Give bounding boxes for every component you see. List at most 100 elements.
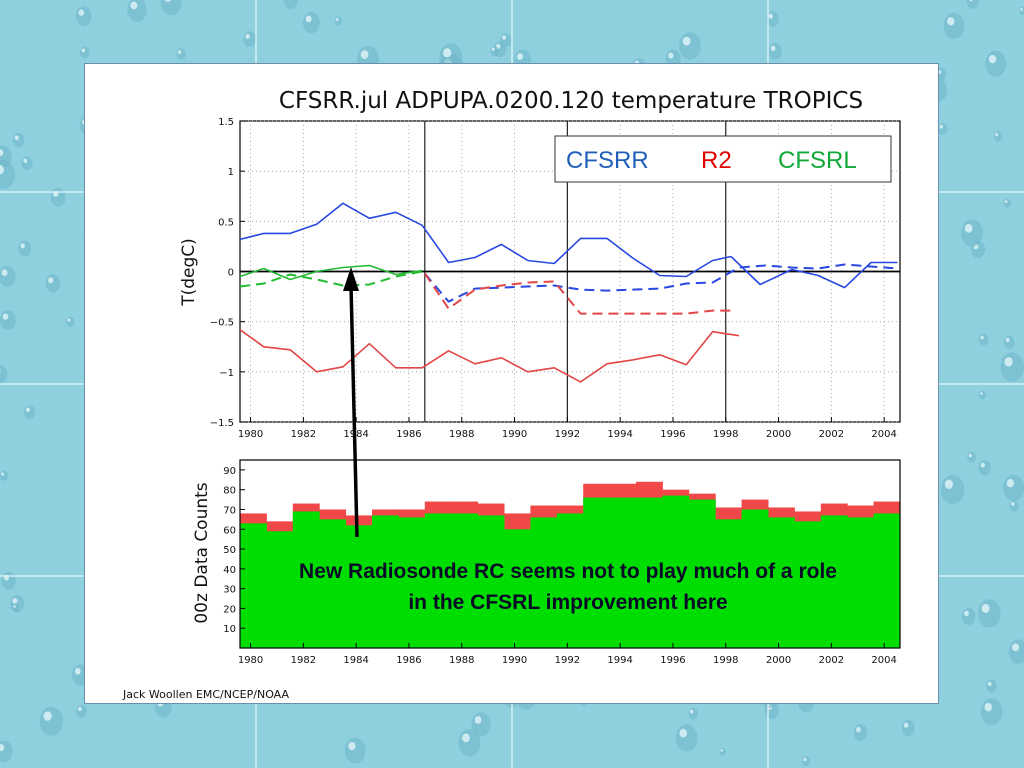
legend-box <box>554 135 892 183</box>
bar-green-2001 <box>794 521 822 648</box>
water-drop-highlight <box>245 33 250 39</box>
bar-green-1990 <box>504 529 531 648</box>
legend-entry-cfsrr: CFSRR <box>566 147 649 174</box>
water-drop-highlight <box>995 132 999 137</box>
y-tick-label: 80 <box>223 486 236 497</box>
temperature-chart: CFSRR.jul ADPUPA.0200.120 temperature TR… <box>179 88 901 440</box>
bar-green-1996 <box>662 495 690 648</box>
water-drop-highlight <box>1004 200 1008 204</box>
water-drop <box>160 0 182 16</box>
water-drop-highlight <box>1006 479 1015 488</box>
x-tick-label: 2000 <box>766 655 791 666</box>
bar-green-2000 <box>768 517 795 648</box>
y-tick-label: 10 <box>223 624 236 635</box>
bar-green-1995 <box>636 497 663 648</box>
water-drop-highlight <box>14 135 19 141</box>
water-drop-highlight <box>770 45 776 51</box>
y-axis-label: T(degC) <box>179 238 199 307</box>
water-drop-highlight <box>1020 8 1023 11</box>
x-tick-label: 1988 <box>449 655 474 666</box>
water-drop-highlight <box>74 667 81 675</box>
bar-green-2002 <box>820 515 848 648</box>
bar-green-1992 <box>556 513 584 648</box>
water-drop-highlight <box>689 709 694 714</box>
water-drop-highlight <box>78 9 85 16</box>
bar-green-1997 <box>688 499 716 648</box>
series-line-cfsrr-solid <box>730 255 898 289</box>
legend-entry-cfsrl: CFSRL <box>778 147 857 174</box>
water-drop-highlight <box>980 392 983 395</box>
bar-green-1981 <box>266 531 294 648</box>
water-drop-highlight <box>502 35 507 40</box>
water-drop-highlight <box>1011 502 1015 506</box>
y-tick-label: 60 <box>223 525 236 536</box>
bar-green-1982 <box>292 511 320 648</box>
water-drop-highlight <box>944 479 954 489</box>
water-drop-highlight <box>679 728 688 738</box>
y-tick-label: 50 <box>223 545 236 556</box>
x-tick-label: 2004 <box>871 655 896 666</box>
water-drop-highlight <box>720 749 723 752</box>
legend-entry-r2: R2 <box>701 147 732 174</box>
water-drop-highlight <box>903 722 909 728</box>
legend: CFSRR R2 CFSRL <box>554 135 892 183</box>
water-drop-highlight <box>0 164 4 175</box>
water-drop-highlight <box>1004 357 1013 367</box>
bar-green-1999 <box>741 509 769 648</box>
water-drop-highlight <box>1 472 4 476</box>
y-tick-label: 0 <box>228 268 234 279</box>
x-tick-label: 1980 <box>238 655 263 666</box>
water-drop-highlight <box>474 716 482 724</box>
water-drop-highlight <box>803 757 807 762</box>
water-drop-highlight <box>2 313 9 320</box>
bar-green-1983 <box>319 519 347 648</box>
water-drop-highlight <box>164 0 171 2</box>
x-tick-label: 1988 <box>449 429 474 440</box>
water-drop-highlight <box>12 597 18 604</box>
annotation-line-2: in the CFSRL improvement here <box>408 591 728 614</box>
water-drop <box>283 0 298 9</box>
water-drop-highlight <box>360 50 369 59</box>
annotation-arrow <box>343 267 359 538</box>
water-drop-highlight <box>462 733 470 743</box>
water-drop-highlight <box>20 243 25 249</box>
x-tick-label: 2002 <box>819 429 844 440</box>
x-tick-label: 1990 <box>502 655 527 666</box>
credit-text: Jack Woollen EMC/NCEP/NOAA <box>123 688 290 701</box>
water-drop-highlight <box>13 605 16 608</box>
water-drop-highlight <box>336 17 339 21</box>
water-drop <box>1019 6 1024 16</box>
x-tick-label: 1992 <box>555 655 580 666</box>
water-drop-highlight <box>516 53 523 60</box>
water-drop-highlight <box>981 603 990 613</box>
water-drop-highlight <box>178 50 182 54</box>
water-drop-highlight <box>348 741 356 751</box>
bar-green-1993 <box>583 497 611 648</box>
water-drop-highlight <box>969 0 973 2</box>
water-drop-highlight <box>856 726 861 733</box>
water-drop-highlight <box>25 407 30 413</box>
water-drop-highlight <box>987 681 992 686</box>
water-drop-highlight <box>0 744 5 752</box>
x-tick-label: 1986 <box>396 655 421 666</box>
x-tick-label: 1980 <box>238 429 263 440</box>
x-tick-label: 1996 <box>660 429 685 440</box>
bar-green-1986 <box>398 517 426 648</box>
y-tick-label: 1 <box>228 167 234 178</box>
x-tick-label: 2000 <box>766 429 791 440</box>
y-tick-label: 40 <box>223 565 236 576</box>
water-drop-highlight <box>130 1 138 10</box>
x-tick-label: 1994 <box>607 655 632 666</box>
bar-green-1988 <box>451 513 479 648</box>
bar-green-1985 <box>372 515 399 648</box>
water-drop-highlight <box>81 48 86 53</box>
water-drop-highlight <box>78 706 82 712</box>
water-drop-highlight <box>0 149 4 157</box>
water-drop-highlight <box>668 52 674 59</box>
water-drop-highlight <box>964 610 969 617</box>
water-drop-highlight <box>947 17 955 26</box>
y-tick-label: 20 <box>223 604 236 615</box>
y-tick-label: 90 <box>223 466 236 477</box>
water-drop-highlight <box>968 453 972 458</box>
data-counts-chart: 00z Data Counts 10 20 30 40 50 60 70 80 90 1980 19… <box>192 459 901 666</box>
